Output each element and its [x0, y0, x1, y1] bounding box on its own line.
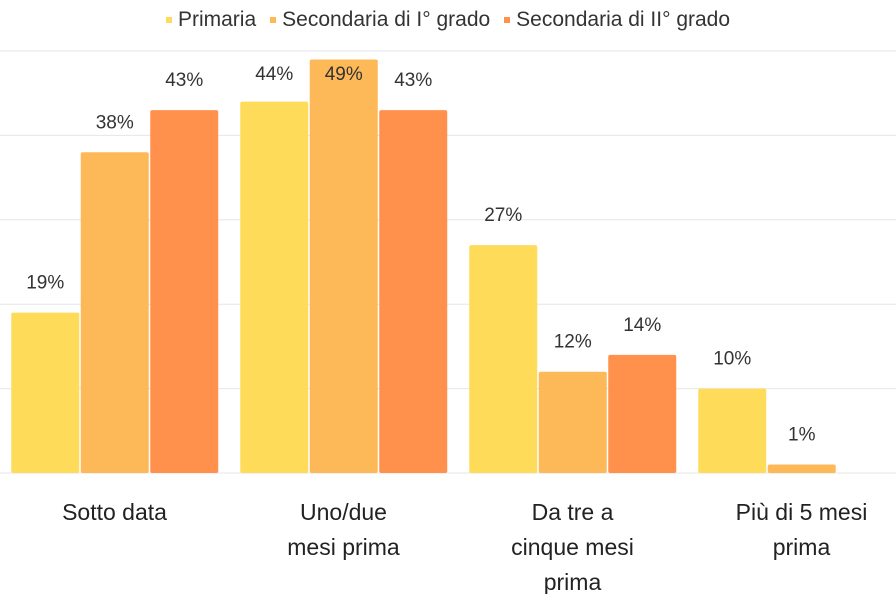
data-label: 14% — [623, 315, 661, 336]
bar — [608, 354, 677, 473]
data-label: 44% — [255, 64, 293, 85]
x-tick-label: Uno/due mesi prima — [287, 499, 400, 560]
legend-item: Primaria — [165, 8, 257, 32]
x-tick-label: Più di 5 mesi prima — [735, 499, 868, 560]
bar — [469, 245, 538, 473]
data-label: 38% — [96, 112, 134, 133]
legend-item: Secondaria di II° grado — [504, 8, 730, 32]
data-label: 1% — [788, 425, 816, 446]
data-label: 49% — [325, 64, 363, 85]
x-tick-label: Da tre a cinque mesi prima — [511, 499, 634, 594]
bar — [379, 110, 448, 473]
data-label: 27% — [484, 205, 522, 226]
bar — [11, 312, 80, 473]
data-label: 43% — [394, 70, 432, 91]
x-tick-label: Sotto data — [62, 499, 167, 525]
legend-swatch — [504, 17, 511, 23]
bar — [767, 464, 836, 473]
legend-item: Secondaria di I° grado — [270, 8, 490, 32]
bar — [80, 152, 149, 473]
bar — [698, 388, 767, 473]
bar — [150, 110, 219, 473]
legend-swatch — [270, 17, 277, 23]
legend-swatch — [165, 17, 172, 23]
legend-label: Primaria — [177, 8, 257, 31]
data-label: 43% — [165, 70, 203, 91]
data-label: 19% — [26, 273, 64, 294]
legend-label: Secondaria di II° grado — [516, 8, 731, 31]
legend: Primaria Secondaria di I° grado Secondaria… — [0, 8, 896, 32]
legend-label: Secondaria di I° grado — [282, 8, 491, 31]
data-label: 12% — [554, 332, 592, 353]
bar — [309, 59, 378, 473]
bar — [240, 101, 309, 473]
data-label: 10% — [713, 349, 751, 370]
bar — [538, 371, 607, 473]
